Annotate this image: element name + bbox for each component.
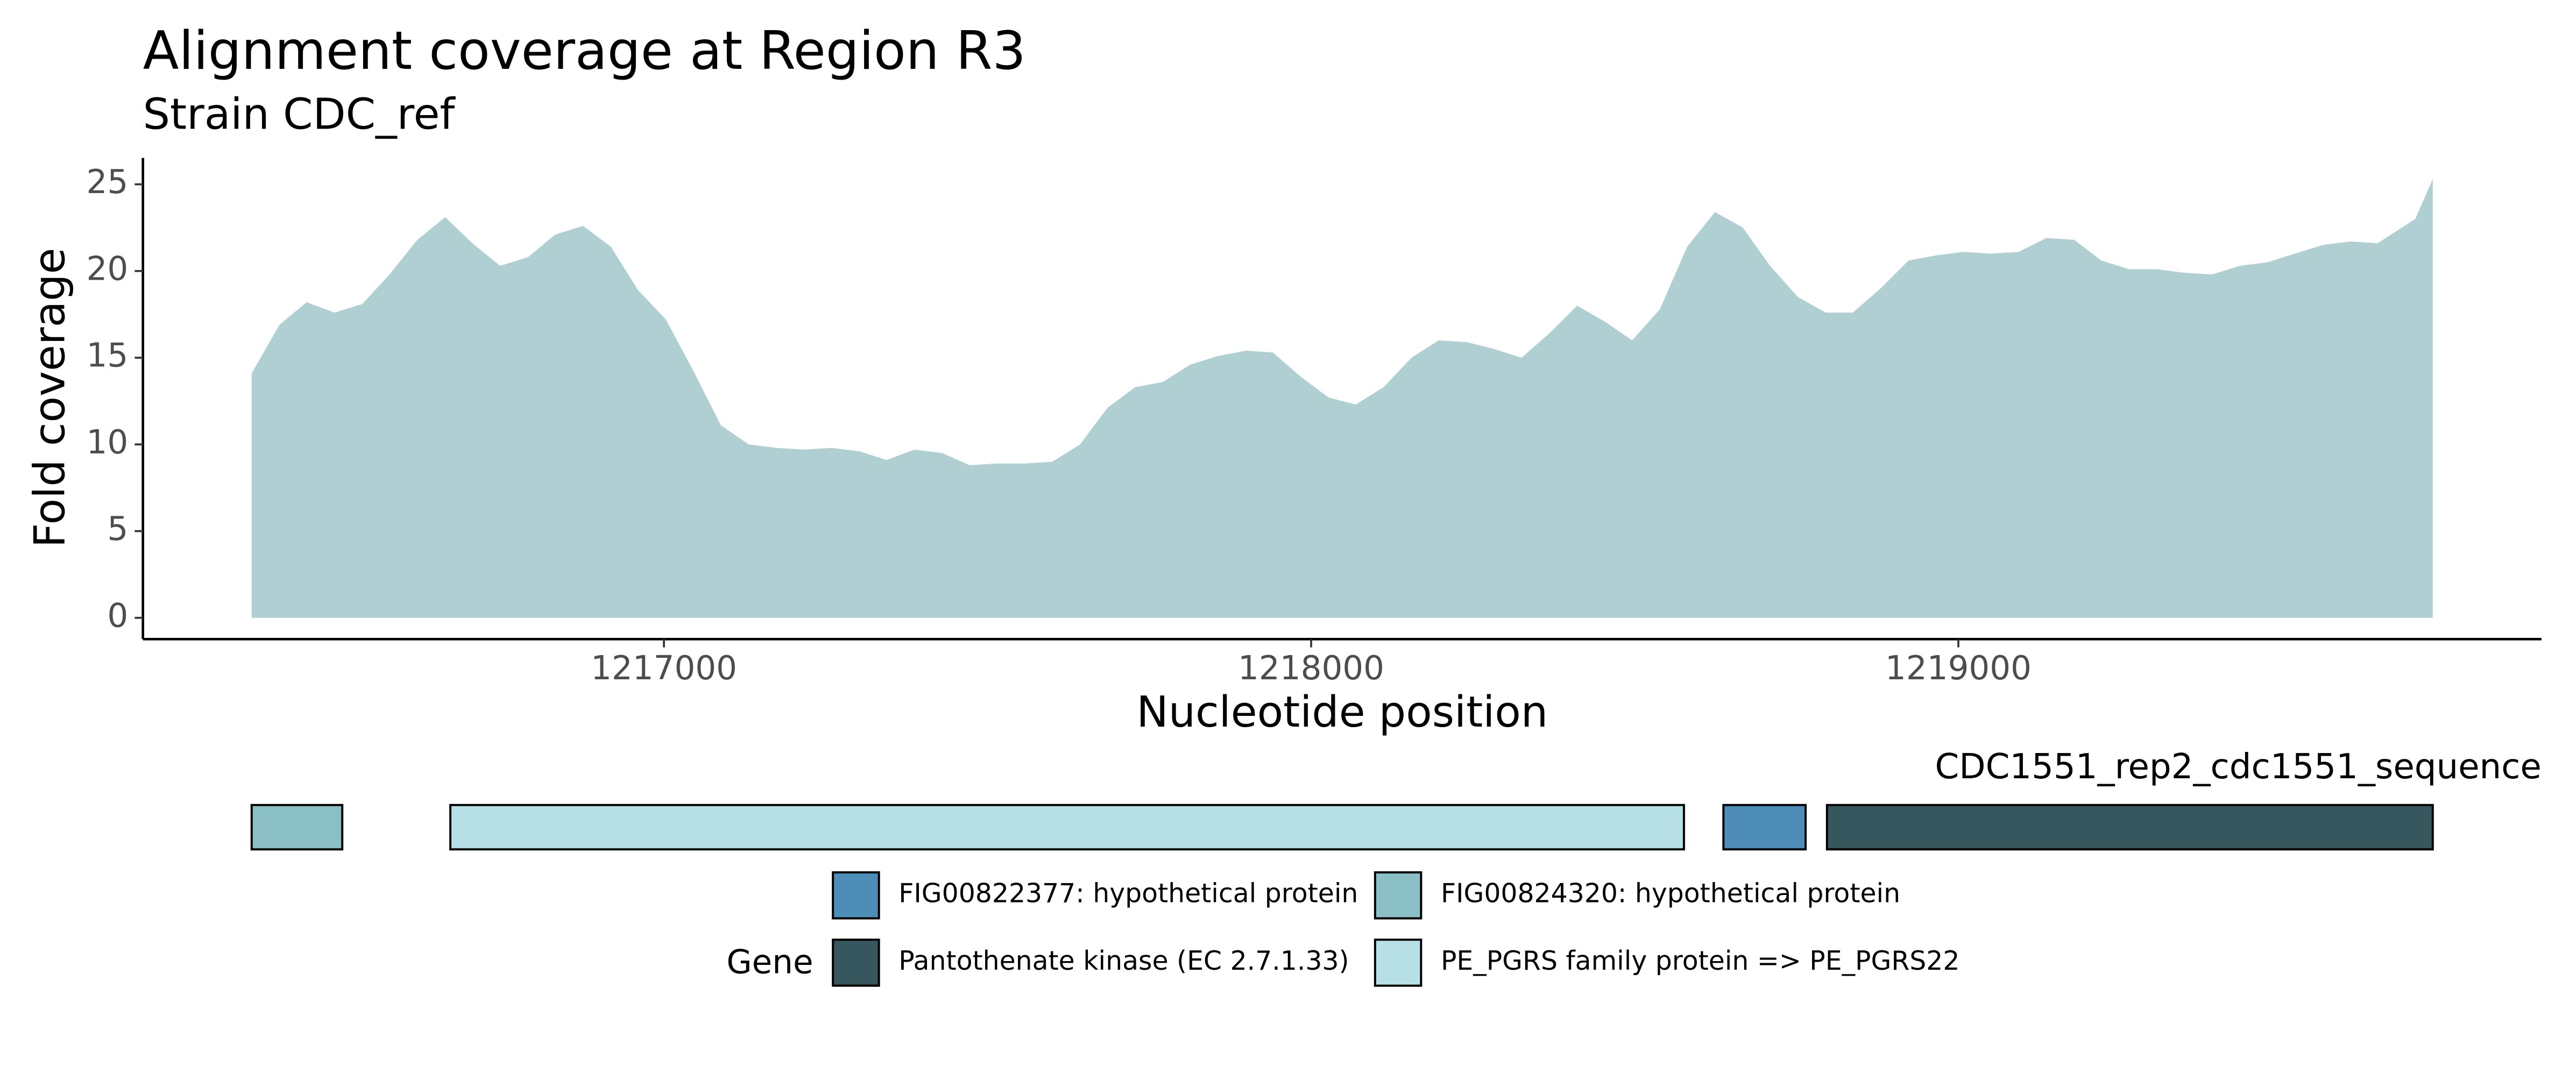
chart-subtitle: Strain CDC_ref — [143, 89, 456, 139]
y-tick-label: 5 — [107, 510, 128, 548]
legend-label: Pantothenate kinase (EC 2.7.1.33) — [898, 946, 1349, 976]
chart-title: Alignment coverage at Region R3 — [143, 20, 1026, 82]
legend-title: Gene — [726, 943, 813, 982]
legend-label: FIG00822377: hypothetical protein — [898, 878, 1358, 909]
y-tick-label: 25 — [86, 163, 128, 201]
y-tick-label: 15 — [86, 337, 128, 375]
legend-key — [832, 939, 880, 987]
gene-bar — [449, 804, 1685, 851]
coverage-area — [251, 179, 2433, 618]
gene-bar — [1825, 804, 2434, 851]
y-tick-label: 20 — [86, 250, 128, 288]
gene-bar — [250, 804, 344, 851]
y-tick-label: 0 — [107, 596, 128, 635]
legend-key — [1374, 939, 1423, 987]
legend-key — [832, 871, 880, 920]
legend-key — [1374, 871, 1423, 920]
plot: 0 5 10 15 20 25 1217000 1218000 1219000 FIG008223… — [86, 158, 2542, 987]
legend-label: FIG00824320: hypothetical protein — [1441, 878, 1900, 909]
x-tick-label: 1219000 — [1885, 649, 2032, 687]
x-axis-title: Nucleotide position — [1136, 687, 1548, 737]
x-tick-label: 1217000 — [591, 649, 737, 687]
legend-label: PE_PGRS family protein => PE_PGRS22 — [1441, 946, 1959, 976]
gene-bar — [1722, 804, 1807, 851]
track-label: CDC1551_rep2_cdc1551_sequence — [1935, 747, 2542, 787]
y-tick-label: 10 — [86, 423, 128, 461]
x-tick-label: 1218000 — [1238, 649, 1384, 687]
y-axis-title: Fold coverage — [25, 248, 75, 548]
